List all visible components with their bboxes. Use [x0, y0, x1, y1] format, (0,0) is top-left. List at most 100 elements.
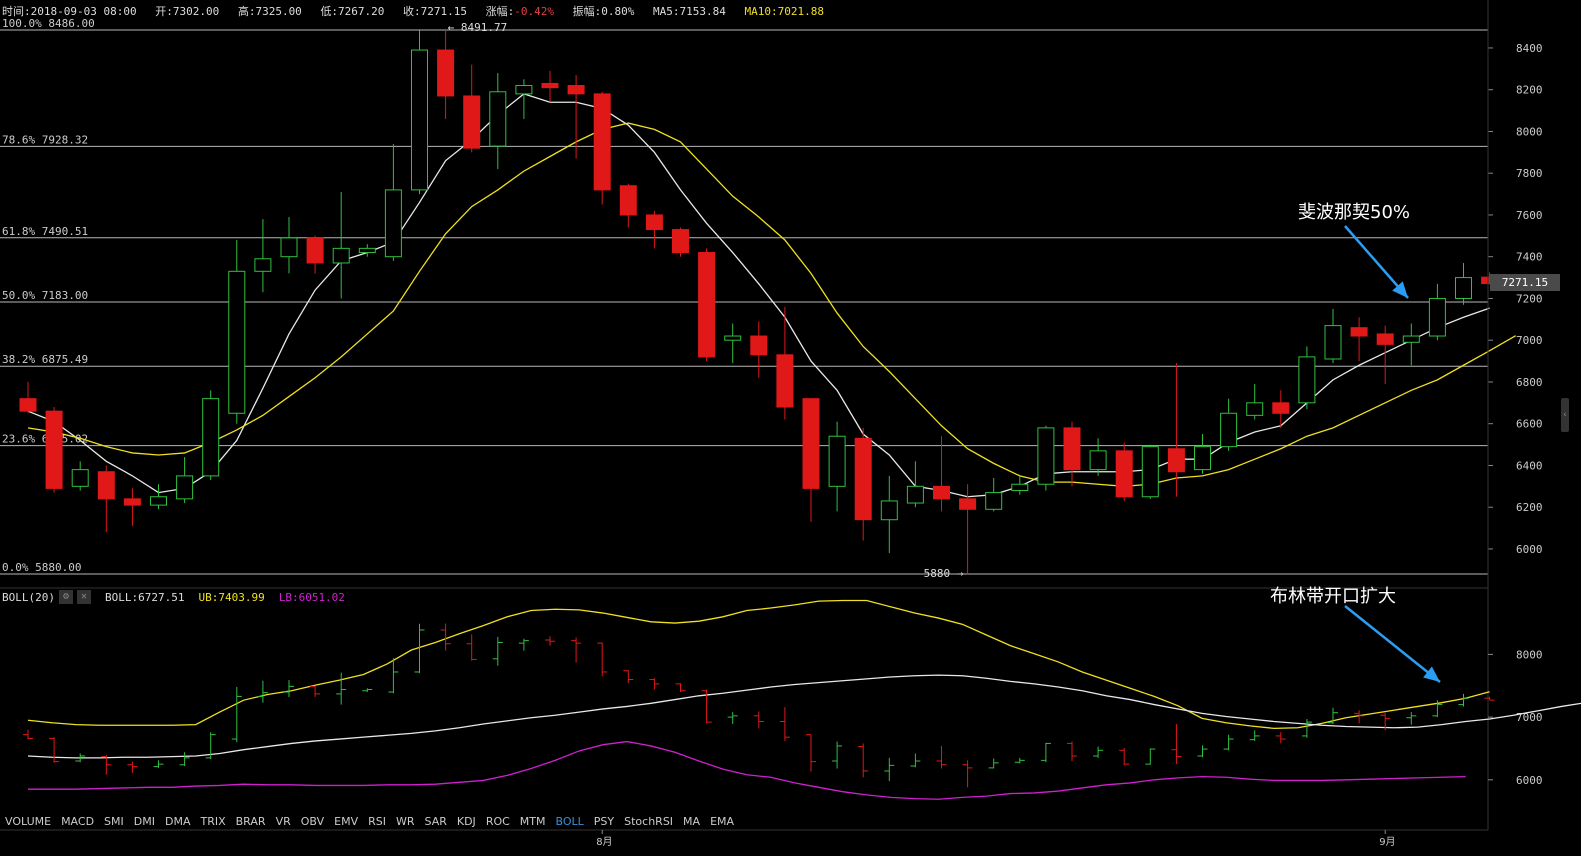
annotation-arrows — [1344, 225, 1441, 683]
candle-body — [1428, 297, 1446, 337]
candle-body — [1272, 402, 1290, 414]
axis-tick-label: 6800 — [1516, 376, 1543, 389]
tab-ma[interactable]: MA — [683, 815, 701, 828]
candle-body — [672, 229, 689, 254]
fib-label: 78.6% 7928.32 — [2, 133, 88, 146]
candle-body — [437, 49, 455, 97]
tab-macd[interactable]: MACD — [61, 815, 95, 828]
candle-body — [985, 492, 1003, 510]
x-label: 8月 — [596, 836, 612, 848]
candle-body — [854, 437, 872, 521]
candle-body — [1350, 327, 1368, 337]
tab-boll[interactable]: BOLL — [555, 815, 584, 828]
candle-body — [1220, 412, 1238, 448]
candle-body — [176, 475, 194, 500]
tab-stochrsi[interactable]: StochRSI — [624, 815, 674, 828]
tab-psy[interactable]: PSY — [593, 815, 615, 828]
annotation-fib: 斐波那契50% — [1298, 202, 1411, 223]
candle-body — [1063, 427, 1081, 471]
tab-wr[interactable]: WR — [395, 815, 415, 828]
tab-sar[interactable]: SAR — [424, 815, 447, 828]
candle-body — [1115, 450, 1133, 498]
high-marker: ← 8491.77 — [448, 21, 508, 34]
candle-body — [1141, 446, 1159, 498]
current-price-tag: 7271.15 — [1490, 274, 1560, 291]
candle-body — [1037, 427, 1055, 485]
candle-body — [567, 85, 585, 95]
tab-brar[interactable]: BRAR — [235, 815, 266, 828]
axis-tick-label: 7200 — [1516, 292, 1543, 305]
fib-label: 0.0% 5880.00 — [2, 561, 81, 574]
candle-body — [541, 82, 559, 89]
boll-lb-value: LB:6051.02 — [278, 590, 345, 604]
arrow-head — [1392, 281, 1408, 298]
candle-body — [254, 258, 272, 272]
tab-roc[interactable]: ROC — [485, 815, 510, 828]
candle-body — [1167, 448, 1185, 473]
candle-body — [150, 496, 167, 506]
info-low: 低:7267.20 — [320, 5, 385, 18]
arrow-head — [1423, 666, 1440, 682]
candle-body — [515, 85, 533, 95]
candle-body — [828, 435, 846, 487]
tab-smi[interactable]: SMI — [104, 815, 124, 828]
tab-vr[interactable]: VR — [275, 815, 291, 828]
tab-trix[interactable]: TRIX — [200, 815, 226, 828]
tab-volume[interactable]: VOLUME — [5, 815, 52, 828]
tab-rsi[interactable]: RSI — [368, 815, 386, 828]
candle-body — [750, 335, 768, 356]
candle-body — [489, 91, 507, 147]
axis-tick-label: 7600 — [1516, 209, 1543, 222]
candle-body — [1011, 483, 1029, 492]
candle-body — [619, 185, 637, 216]
arrow-shaft — [1344, 605, 1441, 683]
boll-tick-label: 8000 — [1516, 648, 1543, 661]
axis-tick-label: 8200 — [1516, 84, 1543, 97]
tab-emv[interactable]: EMV — [334, 815, 359, 828]
fib-label: 61.8% 7490.51 — [2, 225, 88, 238]
candle-body — [97, 471, 115, 500]
boll-lb-line — [28, 740, 1466, 800]
info-close: 收:7271.15 — [403, 5, 468, 18]
boll-panel: 6000 7000 8000 — [0, 587, 1581, 800]
gear-icon[interactable]: ⚙ — [58, 590, 73, 604]
info-time: 时间:2018-09-03 08:00 — [2, 5, 137, 18]
indicator-tabs: VOLUME MACD SMI DMI DMA TRIX BRAR VR OBV EMV RSI WR… — [0, 814, 1581, 830]
info-change-value: -0.42% — [514, 5, 555, 18]
candles[interactable] — [19, 28, 1499, 574]
tab-kdj[interactable]: KDJ — [456, 815, 476, 828]
tab-dmi[interactable]: DMI — [133, 815, 155, 828]
candle-body — [1194, 446, 1211, 471]
boll-tick-label: 6000 — [1516, 774, 1543, 787]
tab-dma[interactable]: DMA — [164, 815, 191, 828]
boll-arrow — [1344, 605, 1441, 683]
fib-grid: 100.0% 8486.00 78.6% 7928.32 61.8% 7490.51… — [0, 17, 1488, 575]
panel-scroll-handle[interactable]: ‹ — [1561, 398, 1569, 432]
candle-body — [776, 354, 794, 408]
tab-ema[interactable]: EMA — [710, 815, 735, 828]
axis-tick-label: 8400 — [1516, 42, 1543, 55]
price-axis: 6000 6200 6400 6600 6800 7000 7200 7400 7600 7800… — [0, 0, 1543, 848]
candle-body — [463, 95, 481, 149]
candle-body — [384, 189, 402, 258]
candle-body — [593, 93, 611, 191]
fib-label: 100.0% 8486.00 — [2, 17, 95, 30]
axis-tick-label: 6600 — [1516, 418, 1543, 431]
info-high: 高:7325.00 — [237, 5, 302, 18]
ma5-line — [27, 93, 1490, 498]
candle-body — [1455, 277, 1472, 299]
candle-body — [880, 500, 898, 521]
info-change-label: 涨幅: — [485, 5, 515, 18]
tab-obv[interactable]: OBV — [300, 815, 325, 828]
axis-tick-label: 8000 — [1516, 125, 1543, 138]
candle-body — [724, 335, 742, 341]
axis-tick-label: 7400 — [1516, 251, 1543, 264]
close-icon[interactable]: ✕ — [76, 590, 91, 604]
candle-body — [1402, 335, 1420, 343]
annotation-boll: 布林带开口扩大 — [1270, 586, 1396, 607]
candle-body — [19, 398, 37, 412]
candle-body — [645, 214, 663, 231]
candle-body — [45, 410, 63, 489]
tab-mtm[interactable]: MTM — [519, 815, 546, 828]
